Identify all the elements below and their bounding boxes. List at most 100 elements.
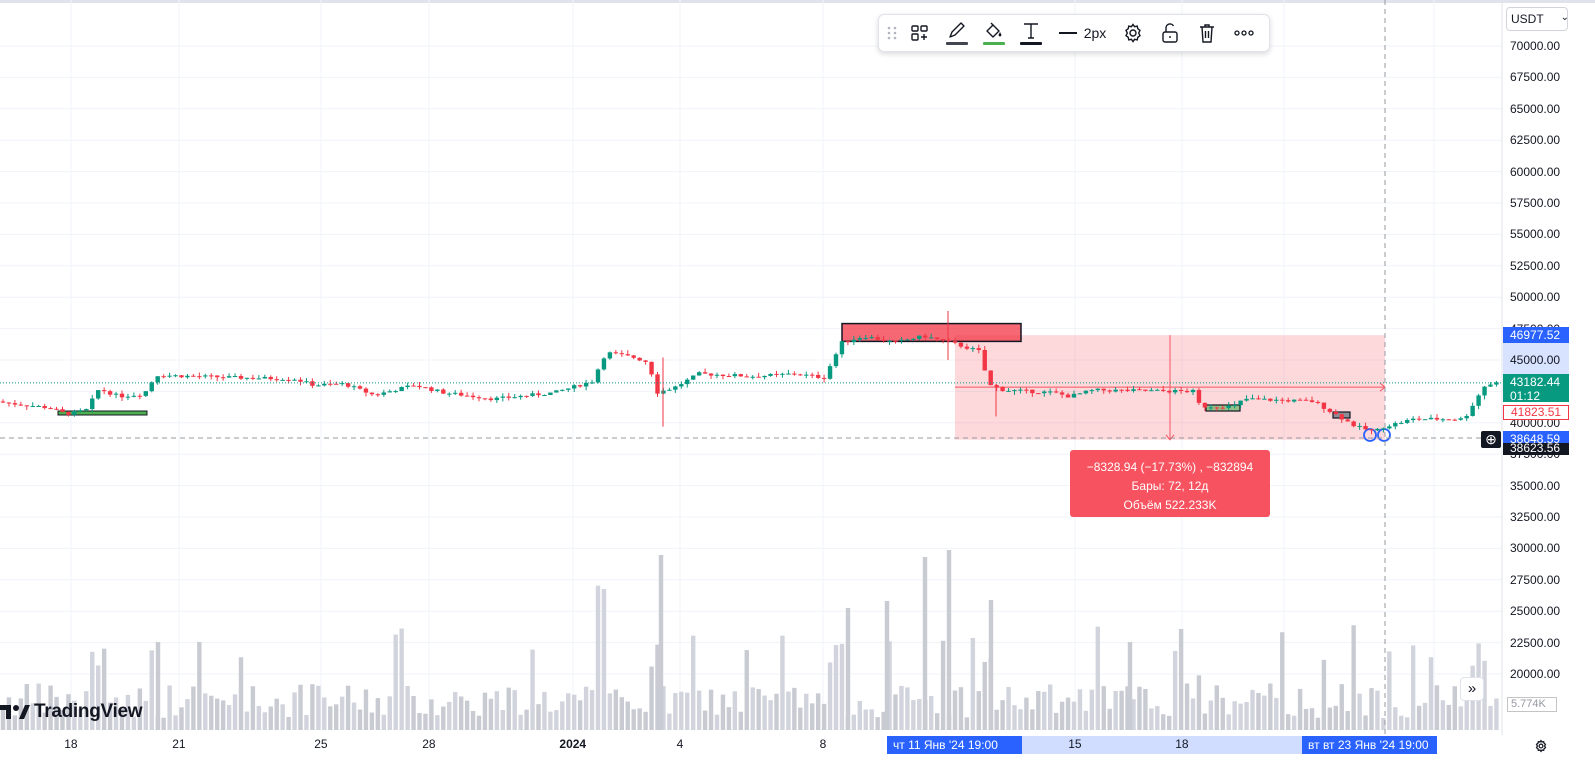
volume-bar — [1446, 704, 1452, 730]
candle-body — [441, 389, 446, 394]
candle-body — [226, 376, 232, 378]
volume-bar — [1440, 700, 1446, 730]
candle-body — [1024, 389, 1029, 391]
time-tick-label: 25 — [314, 737, 328, 751]
volume-bar — [500, 709, 505, 730]
candle-body — [869, 337, 874, 339]
volume-bar — [310, 684, 315, 730]
volume-bar — [595, 585, 601, 730]
candle-body — [1119, 389, 1124, 391]
candle-body — [756, 376, 761, 378]
delete-icon[interactable] — [1192, 18, 1222, 48]
candle-body — [905, 339, 910, 341]
line-color-icon[interactable] — [942, 18, 972, 48]
volume-bar — [780, 635, 785, 730]
unlock-icon[interactable] — [1155, 18, 1185, 48]
settings-icon[interactable] — [1118, 18, 1148, 48]
text-color-icon[interactable] — [1016, 18, 1046, 48]
candle-body — [1131, 389, 1136, 391]
fill-color-icon[interactable] — [979, 18, 1009, 48]
volume-bar — [464, 700, 470, 730]
volume-bar — [232, 694, 238, 730]
candle-body — [577, 385, 583, 387]
volume-bar — [506, 687, 511, 730]
volume-bar — [1042, 691, 1047, 730]
chart-settings-icon[interactable] — [1534, 739, 1548, 758]
candle-body — [667, 389, 672, 391]
candle-body — [405, 385, 410, 388]
candle-body — [1464, 415, 1469, 419]
volume-bar — [1280, 632, 1285, 730]
volume-bar — [601, 588, 607, 730]
price-tick-label: 25000.00 — [1510, 604, 1561, 619]
candle-body — [619, 353, 624, 355]
volume-bar — [1369, 688, 1374, 730]
volume-bar — [328, 706, 333, 730]
volume-bar — [1494, 698, 1499, 730]
candle-body — [78, 410, 83, 412]
volume-bar — [369, 712, 375, 730]
templates-icon[interactable] — [905, 18, 935, 48]
candle-body — [917, 335, 922, 339]
candle-body — [500, 396, 505, 398]
drag-handle-icon[interactable] — [885, 18, 899, 48]
candle-body — [375, 394, 381, 396]
tradingview-logo[interactable]: TradingView — [0, 700, 143, 724]
plus-circle-icon: ⊕ — [1485, 431, 1497, 447]
add-alert-button[interactable]: ⊕ — [1481, 431, 1501, 448]
candle-body — [1333, 411, 1338, 415]
resistance-rectangle — [841, 322, 1022, 343]
volume-bar — [1303, 708, 1309, 730]
volume-bar — [1351, 625, 1356, 730]
candle-body — [1184, 390, 1190, 393]
volume-bar — [54, 696, 59, 730]
candle-body — [1369, 429, 1374, 431]
volume-bar — [1113, 690, 1118, 730]
volume-bar — [429, 699, 434, 730]
volume-bar — [1286, 714, 1291, 730]
candle-body — [1107, 390, 1112, 392]
candle-body — [845, 341, 851, 343]
currency-selector[interactable]: USDT ⌄ — [1506, 7, 1569, 31]
price-tick-label: 52500.00 — [1510, 258, 1561, 273]
candle-body — [821, 377, 827, 379]
volume-bar — [399, 628, 404, 730]
volume-bar — [637, 708, 642, 730]
candle-body — [1006, 390, 1011, 392]
candle-body — [351, 386, 357, 388]
volume-bar — [173, 715, 178, 730]
candle-body — [173, 375, 178, 377]
candle-body — [494, 397, 500, 401]
candle-body — [458, 392, 464, 396]
volume-bar — [726, 707, 732, 730]
volume-bar — [518, 714, 523, 730]
candle-body — [810, 374, 815, 376]
volume-bar — [1190, 698, 1196, 730]
candle-body — [1083, 390, 1089, 394]
candle-body — [649, 361, 654, 375]
volume-bar — [1309, 708, 1315, 730]
more-icon[interactable] — [1229, 18, 1259, 48]
volume-bar — [720, 694, 726, 730]
volume-bar — [762, 695, 767, 730]
crosshair-price-label: 38623.56 — [1503, 443, 1569, 455]
volume-bar — [881, 711, 886, 730]
price-tick-label: 55000.00 — [1510, 227, 1561, 242]
candle-body — [530, 393, 535, 396]
candle-body — [357, 386, 363, 389]
volume-bar — [1238, 703, 1243, 730]
candle-body — [833, 354, 839, 367]
candle-body — [702, 372, 708, 374]
scroll-to-realtime-button[interactable]: » — [1460, 677, 1484, 701]
candle-body — [1196, 389, 1202, 403]
line-width-button[interactable]: 2px — [1053, 18, 1111, 48]
candle-body — [780, 373, 785, 375]
candle-body — [1042, 391, 1047, 394]
candle-body — [512, 397, 517, 399]
volume-bar — [1095, 626, 1100, 730]
candle-body — [232, 376, 238, 378]
volume-bar — [863, 709, 868, 730]
volume-bar — [316, 685, 321, 730]
volume-bar — [375, 698, 381, 730]
